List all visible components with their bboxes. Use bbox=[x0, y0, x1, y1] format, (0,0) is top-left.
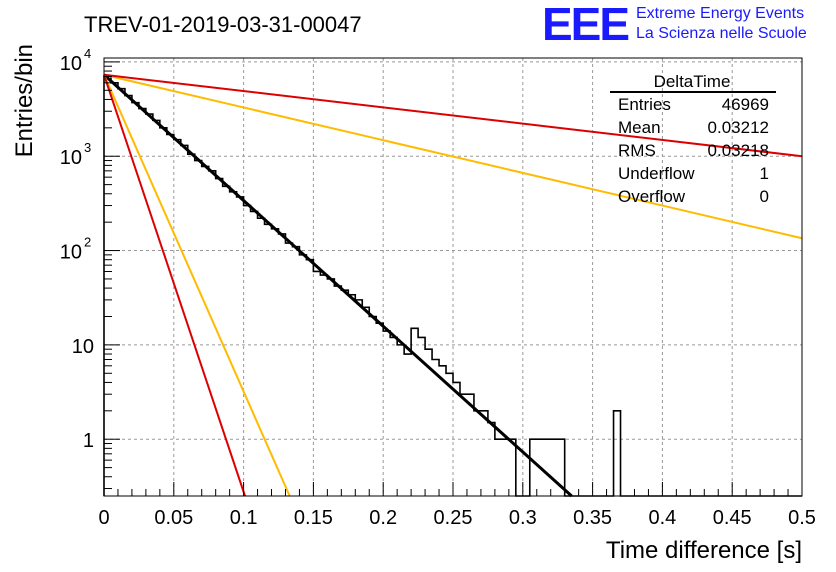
x-tick-label: 0.3 bbox=[509, 507, 537, 529]
x-axis-label: Time difference [s] bbox=[606, 537, 802, 564]
stats-value: 1 bbox=[760, 164, 769, 183]
x-tick-label: 0.5 bbox=[788, 507, 816, 529]
grid-lines bbox=[104, 58, 802, 496]
stats-value: 46969 bbox=[722, 95, 769, 114]
axes-frame bbox=[103, 57, 803, 497]
x-tick-label: 0.45 bbox=[713, 507, 752, 529]
fit-line-5 bbox=[103, 73, 803, 158]
x-tick-label: 0.15 bbox=[294, 507, 333, 529]
fit-line-3 bbox=[103, 74, 246, 497]
stats-label: Entries bbox=[618, 95, 671, 114]
fit-line-2 bbox=[103, 74, 291, 497]
y-tick-label: 1 bbox=[83, 430, 94, 452]
x-tick-label: 0.2 bbox=[369, 507, 397, 529]
stats-label: Overflow bbox=[618, 187, 686, 206]
x-tick-label: 0.35 bbox=[573, 507, 612, 529]
stats-name: DeltaTime bbox=[654, 72, 731, 91]
plot-frame bbox=[103, 57, 803, 497]
fit-line-1 bbox=[102, 73, 573, 498]
x-tick-label: 0.4 bbox=[648, 507, 676, 529]
stats-label: Mean bbox=[618, 118, 661, 137]
y-tick-exponent: 2 bbox=[84, 235, 91, 250]
stats-box: DeltaTime Entries 46969 Mean 0.03212 RMS 0.03… bbox=[610, 72, 776, 206]
y-tick-label: 10 bbox=[60, 147, 82, 169]
eee-logo-mark: EEE bbox=[542, 0, 628, 50]
x-tick-label: 0.1 bbox=[230, 507, 258, 529]
y-tick-exponent: 4 bbox=[84, 46, 91, 61]
fit-line-4 bbox=[103, 73, 803, 240]
logo-line-2: La Scienza nelle Scuole bbox=[636, 25, 807, 42]
stats-value: 0 bbox=[760, 187, 769, 206]
y-tick-label: 10 bbox=[60, 242, 82, 264]
x-tick-label: 0 bbox=[98, 507, 109, 529]
y-axis-label: Entries/bin bbox=[11, 44, 38, 157]
y-tick-label: 10 bbox=[72, 336, 94, 358]
logo-line-1: Extreme Energy Events bbox=[636, 5, 804, 22]
stats-label: RMS bbox=[618, 141, 656, 160]
stats-value: 0.03212 bbox=[708, 118, 769, 137]
stats-label: Underflow bbox=[618, 164, 695, 183]
x-tick-label: 0.25 bbox=[434, 507, 473, 529]
stats-value: 0.03218 bbox=[708, 141, 769, 160]
tick-labels: 0 0.05 0.1 0.15 0.2 0.25 0.3 0.35 0.4 0.45 0.51101… bbox=[60, 46, 816, 529]
chart-title: TREV-01-2019-03-31-00047 bbox=[84, 12, 362, 37]
x-tick-label: 0.05 bbox=[154, 507, 193, 529]
y-tick-label: 10 bbox=[60, 53, 82, 75]
fit-lines bbox=[102, 73, 803, 498]
y-tick-exponent: 3 bbox=[84, 140, 91, 155]
